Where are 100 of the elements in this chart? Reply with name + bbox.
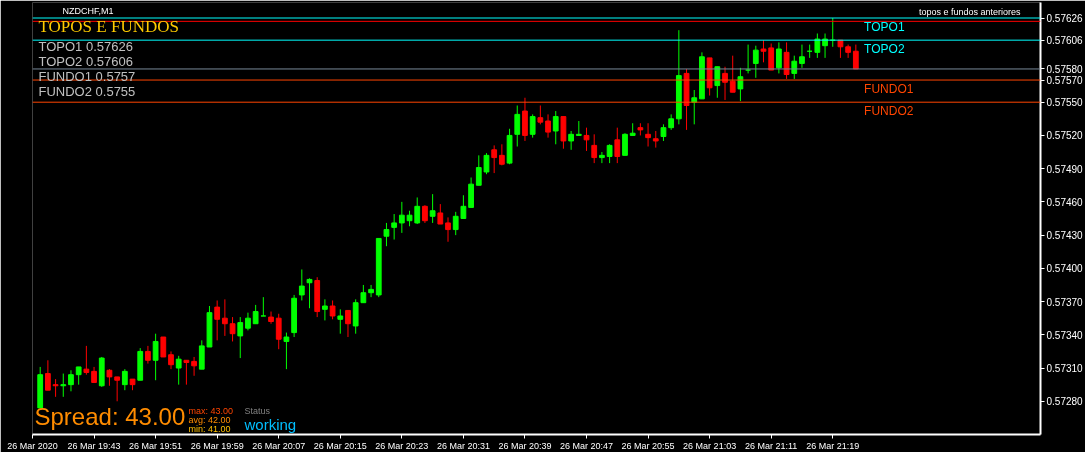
candlestick [583,127,590,152]
candlestick [283,332,290,370]
candlestick [552,110,559,145]
annotation: working [243,415,297,433]
candlestick [691,89,698,125]
candlestick [814,33,821,59]
candlestick [298,268,305,301]
annotation: avg: 42.00 [188,414,231,425]
x-tick-label: 26 Mar 20:55 [621,440,675,451]
annotation: TOPO1 0.57626 [38,38,133,54]
candlestick [852,44,859,70]
candlestick [252,304,259,325]
x-tick-label: 26 Mar 20:15 [313,440,367,451]
y-tick-label: 0.57550 [1046,97,1084,109]
candlestick [783,41,790,80]
candlestick [121,368,128,391]
y-tick-label: 0.57280 [1046,396,1084,408]
y-tick-label: 0.57520 [1046,130,1084,142]
y-tick-label: 0.57370 [1046,296,1084,308]
candlestick [368,284,374,298]
annotation: TOPO2 0.57606 [38,53,133,69]
candlestick [45,359,51,391]
candlestick [468,177,474,208]
candlestick [191,356,197,377]
candlestick [268,311,274,325]
x-tick-label: 26 Mar 19:43 [67,440,121,451]
candlestick [514,105,521,147]
candlestick [221,298,228,337]
candlestick [752,45,759,79]
candlestick [822,33,828,59]
x-tick-label: 26 Mar 21:19 [806,440,860,451]
candlestick [491,144,498,174]
candlestick [529,113,536,139]
candlestick [429,193,436,224]
candlestick [275,313,282,350]
y-tick-label: 0.57460 [1046,196,1084,208]
candlestick [68,369,74,392]
candlestick [645,122,651,147]
candlestick [322,298,328,321]
x-tick-label: 26 Mar 20:23 [375,440,429,451]
candlestick [329,299,336,320]
candlestick [591,133,598,164]
x-tick-label: 26 Mar 19:59 [190,440,244,451]
candlestick [545,113,551,139]
candlestick [114,376,121,402]
ref-line-label: FUNDO1 [864,82,914,97]
y-tick-label: 0.57570 [1046,75,1084,87]
annotation: Spread: 43.00 [34,402,186,430]
candlestick [537,105,544,125]
candlestick [614,127,621,164]
y-tick-label: 0.57626 [1046,13,1084,25]
annotation: min: 41.00 [188,423,231,434]
candlestick [345,309,351,338]
candlestick [337,308,344,335]
candlestick [306,277,313,309]
candlestick [568,130,575,151]
candlestick [260,296,267,317]
ref-line-label: TOPO1 [864,20,905,35]
candlestick [160,336,167,358]
x-tick-label: 26 Mar 21:11 [745,440,798,451]
candlestick [152,333,159,381]
annotation: Status [244,405,271,416]
annotation: topos e fundos anteriores [918,6,1021,17]
candlestick [437,203,444,225]
x-tick-label: 26 Mar 20:47 [560,440,614,451]
y-tick-label: 0.57400 [1046,263,1084,275]
candlestick [175,355,182,386]
candlestick [391,213,398,241]
y-tick-label: 0.57580 [1046,63,1084,75]
x-tick-label: 26 Mar 21:03 [683,440,737,451]
y-tick-label: 0.57430 [1046,230,1084,242]
candlestick [845,44,852,59]
annotation: FUNDO2 0.5755 [38,83,136,99]
text: TOPOS E FUNDOS [38,16,179,36]
chart-title: NZDCHF,M1 [62,5,114,16]
candlestick [214,299,221,341]
candlestick [575,120,582,136]
candlestick [60,373,67,398]
y-tick-label: 0.57310 [1046,363,1084,375]
candlestick [729,55,736,93]
candlestick [445,216,451,243]
x-tick-label: 26 Mar 20:07 [252,440,306,451]
candlestick [383,222,390,247]
ref-line-label: FUNDO2 [864,104,914,119]
candlestick [229,316,236,342]
candlestick [776,41,782,74]
candlestick [83,345,90,376]
candlestick [237,316,244,359]
candlestick [622,132,628,156]
x-tick-label: 26 Mar 19:51 [129,440,183,451]
x-tick-label: 26 Mar 20:31 [436,440,490,451]
candlestick [398,201,405,234]
x-tick-label: 26 Mar 20:39 [498,440,552,451]
annotation: max: 43.00 [188,405,234,416]
y-tick-label: 0.57490 [1046,163,1084,175]
x-tick-label: 26 Mar 2020 [7,440,58,451]
candlestick [606,143,613,164]
candlestick [183,359,190,386]
ref-line-label: TOPO2 [864,42,905,57]
y-tick-label: 0.57606 [1046,35,1084,47]
